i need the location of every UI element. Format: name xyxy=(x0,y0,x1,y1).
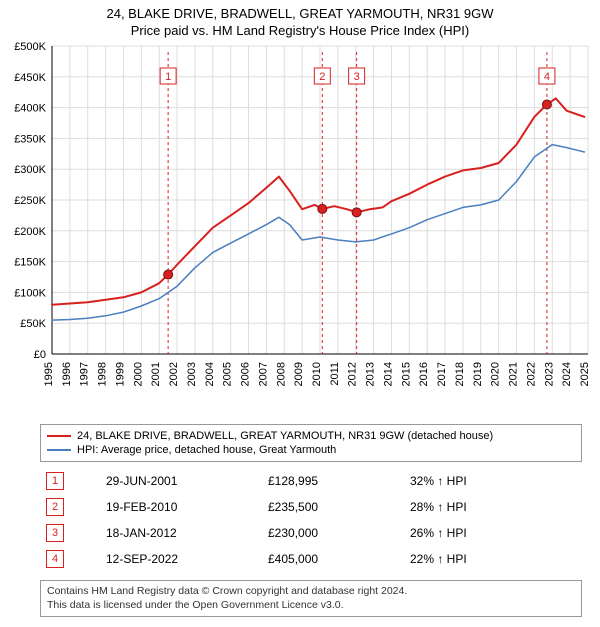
sale-date: 19-FEB-2010 xyxy=(100,494,262,520)
sale-badge: 3 xyxy=(46,524,64,542)
sale-badge: 2 xyxy=(46,498,64,516)
x-tick-label: 1995 xyxy=(43,362,55,386)
y-tick-label: £150K xyxy=(14,257,46,269)
y-tick-label: £50K xyxy=(20,318,46,330)
page-root: 24, BLAKE DRIVE, BRADWELL, GREAT YARMOUT… xyxy=(0,0,600,617)
x-tick-label: 2024 xyxy=(561,362,573,386)
y-tick-label: £0 xyxy=(34,349,46,361)
x-tick-label: 2011 xyxy=(329,362,341,386)
sales-table-body: 1 29-JUN-2001£128,99532% ↑ HPI 2 19-FEB-201… xyxy=(40,468,582,572)
x-tick-label: 2005 xyxy=(222,362,234,386)
legend-swatch xyxy=(47,449,71,451)
sale-date: 29-JUN-2001 xyxy=(100,468,262,494)
x-tick-label: 2009 xyxy=(293,362,305,386)
legend: 24, BLAKE DRIVE, BRADWELL, GREAT YARMOUT… xyxy=(40,424,582,462)
sale-marker-dot xyxy=(318,204,327,213)
sale-price: £128,995 xyxy=(262,468,404,494)
table-row: 2 19-FEB-2010£235,50028% ↑ HPI xyxy=(40,494,582,520)
legend-item: HPI: Average price, detached house, Grea… xyxy=(47,443,575,457)
sale-price: £405,000 xyxy=(262,546,404,572)
y-tick-label: £450K xyxy=(14,72,46,84)
y-tick-label: £200K xyxy=(14,226,46,238)
sale-badge: 1 xyxy=(46,472,64,490)
x-tick-label: 2007 xyxy=(257,362,269,386)
title-line-1: 24, BLAKE DRIVE, BRADWELL, GREAT YARMOUT… xyxy=(0,6,600,21)
sale-delta: 32% ↑ HPI xyxy=(404,468,582,494)
sale-date: 12-SEP-2022 xyxy=(100,546,262,572)
x-tick-label: 2003 xyxy=(186,362,198,386)
x-tick-label: 1996 xyxy=(61,362,73,386)
y-tick-label: £100K xyxy=(14,287,46,299)
legend-label: HPI: Average price, detached house, Grea… xyxy=(77,444,336,456)
x-tick-label: 2018 xyxy=(454,362,466,386)
attribution: Contains HM Land Registry data © Crown c… xyxy=(40,580,582,617)
y-tick-label: £500K xyxy=(14,41,46,53)
sale-marker-dot xyxy=(164,270,173,279)
x-tick-label: 2004 xyxy=(204,362,216,386)
sale-marker-dot xyxy=(352,208,361,217)
sale-marker-number: 2 xyxy=(319,71,325,83)
y-tick-label: £400K xyxy=(14,103,46,115)
x-tick-label: 2002 xyxy=(168,362,180,386)
price-chart: £0 £50K £100K £150K £200K £250K £300K £350K £400… xyxy=(0,38,600,418)
sale-marker-number: 4 xyxy=(544,71,550,83)
sale-marker-number: 1 xyxy=(165,71,171,83)
x-tick-label: 2006 xyxy=(240,362,252,386)
sale-date: 18-JAN-2012 xyxy=(100,520,262,546)
sale-delta: 22% ↑ HPI xyxy=(404,546,582,572)
x-tick-label: 2021 xyxy=(508,362,520,386)
x-tick-label: 2012 xyxy=(347,362,359,386)
x-tick-label: 2025 xyxy=(579,362,591,386)
table-row: 3 18-JAN-2012£230,00026% ↑ HPI xyxy=(40,520,582,546)
x-tick-label: 2014 xyxy=(382,362,394,386)
sale-price: £230,000 xyxy=(262,520,404,546)
y-tick-label: £300K xyxy=(14,164,46,176)
chart-area: £0 £50K £100K £150K £200K £250K £300K £350K £400… xyxy=(0,38,600,418)
x-tick-label: 2020 xyxy=(490,362,502,386)
legend-label: 24, BLAKE DRIVE, BRADWELL, GREAT YARMOUT… xyxy=(77,430,493,442)
x-tick-label: 2013 xyxy=(365,362,377,386)
x-tick-label: 1999 xyxy=(114,362,126,386)
x-tick-label: 1998 xyxy=(97,362,109,386)
table-row: 4 12-SEP-2022£405,00022% ↑ HPI xyxy=(40,546,582,572)
x-tick-label: 1997 xyxy=(79,362,91,386)
x-tick-label: 2001 xyxy=(150,362,162,386)
sale-delta: 28% ↑ HPI xyxy=(404,494,582,520)
legend-item: 24, BLAKE DRIVE, BRADWELL, GREAT YARMOUT… xyxy=(47,429,575,443)
sale-delta: 26% ↑ HPI xyxy=(404,520,582,546)
x-tick-label: 2010 xyxy=(311,362,323,386)
x-tick-label: 2000 xyxy=(132,362,144,386)
attribution-line-2: This data is licensed under the Open Gov… xyxy=(47,599,575,613)
x-tick-label: 2022 xyxy=(525,362,537,386)
title-line-2: Price paid vs. HM Land Registry's House … xyxy=(0,23,600,38)
x-tick-label: 2015 xyxy=(400,362,412,386)
x-tick-label: 2019 xyxy=(472,362,484,386)
table-row: 1 29-JUN-2001£128,99532% ↑ HPI xyxy=(40,468,582,494)
x-tick-label: 2023 xyxy=(543,362,555,386)
sale-marker-dot xyxy=(542,100,551,109)
sales-table: 1 29-JUN-2001£128,99532% ↑ HPI 2 19-FEB-201… xyxy=(40,468,582,572)
attribution-line-1: Contains HM Land Registry data © Crown c… xyxy=(47,585,575,599)
sale-marker-number: 3 xyxy=(354,71,360,83)
x-tick-label: 2016 xyxy=(418,362,430,386)
sale-badge: 4 xyxy=(46,550,64,568)
chart-titles: 24, BLAKE DRIVE, BRADWELL, GREAT YARMOUT… xyxy=(0,0,600,38)
x-tick-label: 2008 xyxy=(275,362,287,386)
y-tick-label: £350K xyxy=(14,133,46,145)
sale-price: £235,500 xyxy=(262,494,404,520)
legend-swatch xyxy=(47,435,71,437)
x-tick-label: 2017 xyxy=(436,362,448,386)
y-tick-label: £250K xyxy=(14,195,46,207)
